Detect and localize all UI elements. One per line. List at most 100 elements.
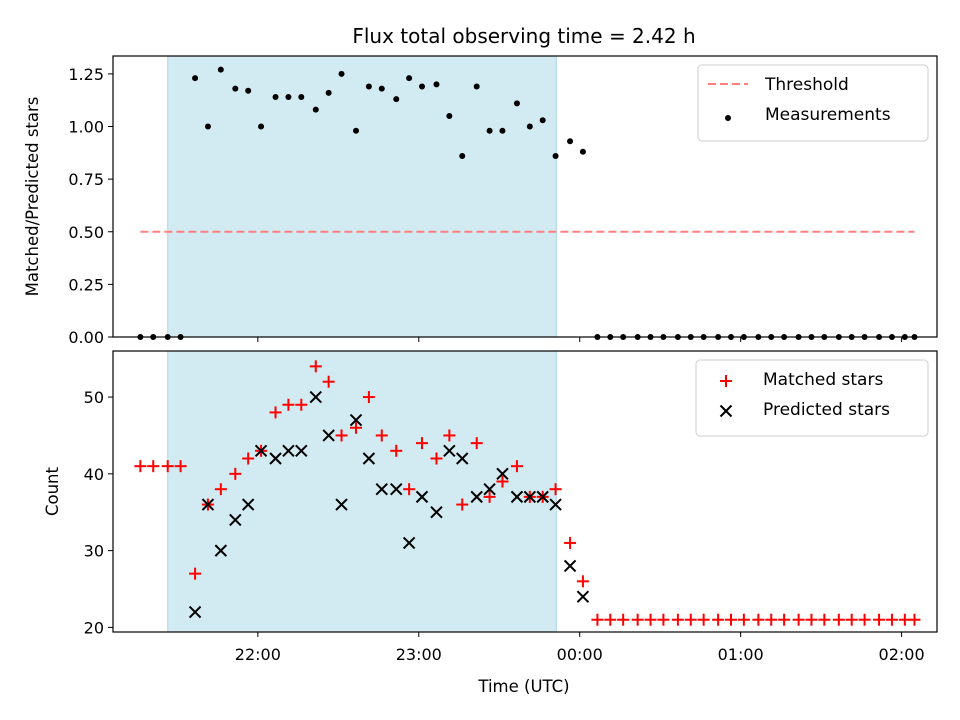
data-point [282,398,295,411]
y-tick-label: 0.50 [68,223,104,242]
data-point [335,429,348,442]
legend-label: Measurements [765,105,891,125]
data-point [483,482,496,496]
y-tick-label: 1.25 [68,65,104,84]
data-point [229,513,242,527]
data-point [443,444,456,458]
plot-frame [112,350,938,633]
y-tick-label: 0.25 [68,275,104,294]
data-point [684,613,697,626]
data-point [604,613,617,626]
legend-label: Threshold [764,75,849,95]
data-point [456,498,469,511]
data-point [214,483,227,496]
data-point [335,498,348,511]
x-tick-label: 00:00 [557,645,603,664]
data-point [510,490,524,504]
data-point [885,613,898,626]
data-point [241,498,255,511]
data-point [134,460,147,473]
data-point [272,94,279,101]
data-point [362,452,376,465]
data-point [483,490,496,503]
data-point [189,567,202,580]
observing-span [167,350,557,633]
data-point [631,613,644,626]
y-tick-label: 0.75 [68,170,104,189]
data-point [737,613,750,626]
data-point [245,87,252,94]
legend-label: Predicted stars [763,400,890,420]
series-matched-stars [134,360,921,626]
legend-swatch-predicted [719,404,733,418]
data-point [402,536,416,550]
data-point [446,112,453,119]
plot-frame [112,55,938,338]
data-point [174,460,187,473]
x-tick-label: 22:00 [235,645,281,664]
data-point [338,70,345,77]
data-point [536,490,549,504]
data-point [657,613,670,626]
x-tick-label: 23:00 [396,645,442,664]
data-point [433,81,440,88]
data-point [486,127,493,134]
data-point [269,406,282,419]
y-tick-label: 1.00 [68,118,104,137]
data-point [552,152,559,159]
y-tick-label: 40 [84,465,104,484]
data-point [295,444,308,458]
data-point [712,613,725,626]
data-point [390,444,403,457]
data-point [188,605,202,619]
data-point [325,89,332,96]
data-point [549,498,562,511]
data-point [832,613,845,626]
data-point [322,429,335,442]
data-point [510,460,523,473]
data-point [470,490,483,504]
legend-swatch-matched [720,375,732,387]
data-point [416,437,428,450]
data-point [765,613,778,626]
data-point [192,75,199,82]
legend-box [695,359,929,437]
data-point [229,467,242,480]
data-point [671,613,684,626]
data-point [269,452,282,465]
data-point [322,375,335,388]
y-axis-title: Count [43,466,62,516]
data-point [792,613,805,626]
data-point [567,138,574,145]
legend-swatch-measurements [725,115,731,121]
data-point [375,429,388,442]
data-point [201,498,215,511]
data-point [309,390,322,404]
data-point [617,613,630,626]
data-point [204,123,211,130]
data-point [644,613,657,626]
data-point [350,421,363,434]
series-measurements [137,66,918,340]
data-point [298,94,305,101]
top-panel: 0.00 0.25 0.50 0.75 1.00 1.25 Matched/Predicte… [23,55,938,347]
data-point [312,106,319,113]
data-point [591,613,604,626]
y-tick-label: 0.00 [68,328,104,347]
data-point [378,85,385,92]
data-point [496,467,509,481]
data-point [539,117,546,124]
data-point [430,506,443,519]
data-point [375,482,388,496]
legend: Matched stars Predicted stars [695,359,929,437]
data-point [254,444,268,458]
data-point [295,398,308,411]
data-point [419,83,425,90]
data-point [778,613,791,626]
data-point [258,123,265,130]
data-point [845,613,858,626]
data-point [430,452,443,465]
data-point [908,613,921,626]
data-point [697,613,710,626]
data-point [403,483,416,496]
